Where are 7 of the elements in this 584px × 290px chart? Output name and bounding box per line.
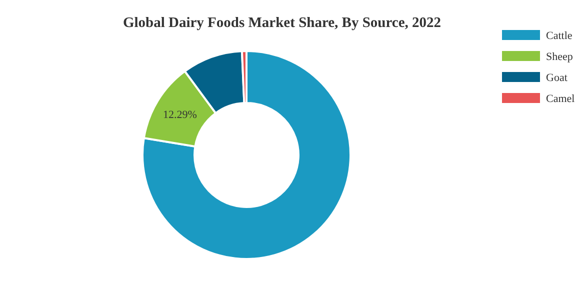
chart-title: Global Dairy Foods Market Share, By Source, 2022 (122, 15, 442, 31)
donut-slice (142, 50, 352, 260)
legend-label: Camel (546, 92, 575, 105)
legend-label: Cattle (546, 30, 572, 42)
legend-label: Goat (546, 72, 568, 84)
data-label: 12.29% (163, 109, 197, 122)
legend-label: Sheep (546, 50, 574, 63)
